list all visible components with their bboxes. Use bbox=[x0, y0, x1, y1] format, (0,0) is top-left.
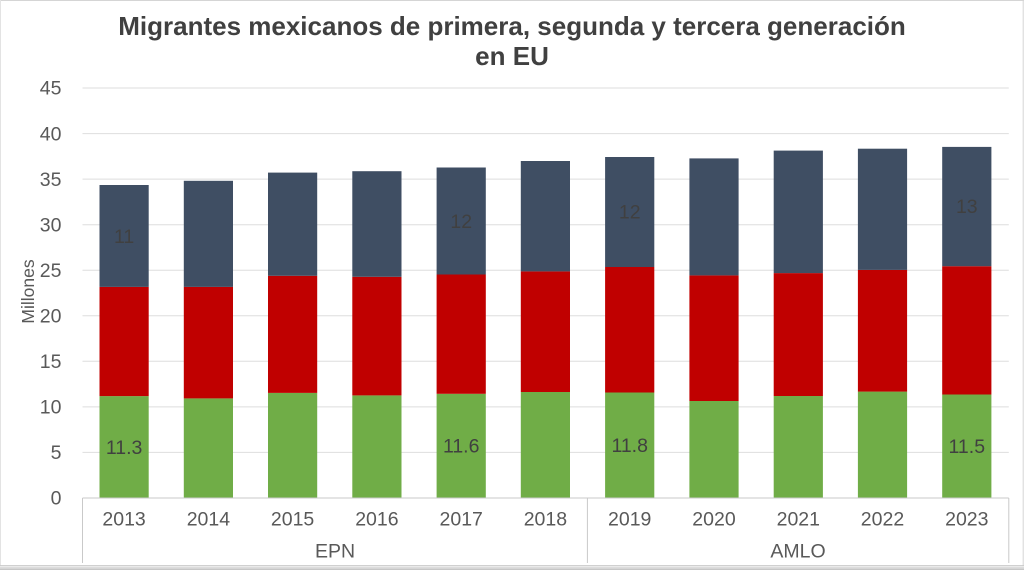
svg-text:30: 30 bbox=[40, 214, 62, 236]
svg-text:11.5: 11.5 bbox=[949, 436, 986, 458]
svg-text:2020: 2020 bbox=[692, 509, 736, 531]
svg-text:2021: 2021 bbox=[777, 509, 820, 531]
svg-text:en EU: en EU bbox=[475, 41, 549, 71]
svg-text:35: 35 bbox=[40, 169, 62, 191]
svg-text:2019: 2019 bbox=[608, 509, 651, 531]
svg-text:15: 15 bbox=[40, 351, 62, 373]
svg-text:12: 12 bbox=[619, 202, 641, 224]
svg-text:2018: 2018 bbox=[524, 509, 567, 531]
svg-text:45: 45 bbox=[40, 78, 62, 100]
svg-text:11.3: 11.3 bbox=[106, 437, 143, 459]
svg-text:2022: 2022 bbox=[861, 509, 904, 531]
svg-text:5: 5 bbox=[51, 442, 62, 464]
svg-text:2014: 2014 bbox=[187, 509, 231, 531]
svg-text:EPN: EPN bbox=[315, 541, 355, 563]
svg-text:AMLO: AMLO bbox=[770, 541, 825, 563]
svg-text:10: 10 bbox=[40, 397, 62, 419]
svg-text:Millones: Millones bbox=[18, 259, 38, 323]
svg-text:11.6: 11.6 bbox=[443, 436, 480, 458]
svg-text:25: 25 bbox=[40, 260, 62, 282]
svg-text:2016: 2016 bbox=[355, 509, 398, 531]
svg-text:13: 13 bbox=[956, 196, 978, 218]
svg-text:2017: 2017 bbox=[440, 509, 483, 531]
svg-text:Migrantes mexicanos de primera: Migrantes mexicanos de primera, segunda … bbox=[118, 11, 906, 41]
svg-text:40: 40 bbox=[40, 123, 62, 145]
svg-text:12: 12 bbox=[450, 211, 472, 233]
svg-text:20: 20 bbox=[40, 306, 62, 328]
svg-text:2023: 2023 bbox=[945, 509, 988, 531]
svg-text:2015: 2015 bbox=[271, 509, 315, 531]
svg-text:11: 11 bbox=[114, 226, 134, 248]
svg-text:2013: 2013 bbox=[102, 509, 145, 531]
svg-text:0: 0 bbox=[51, 488, 62, 510]
svg-text:11.8: 11.8 bbox=[611, 435, 648, 457]
